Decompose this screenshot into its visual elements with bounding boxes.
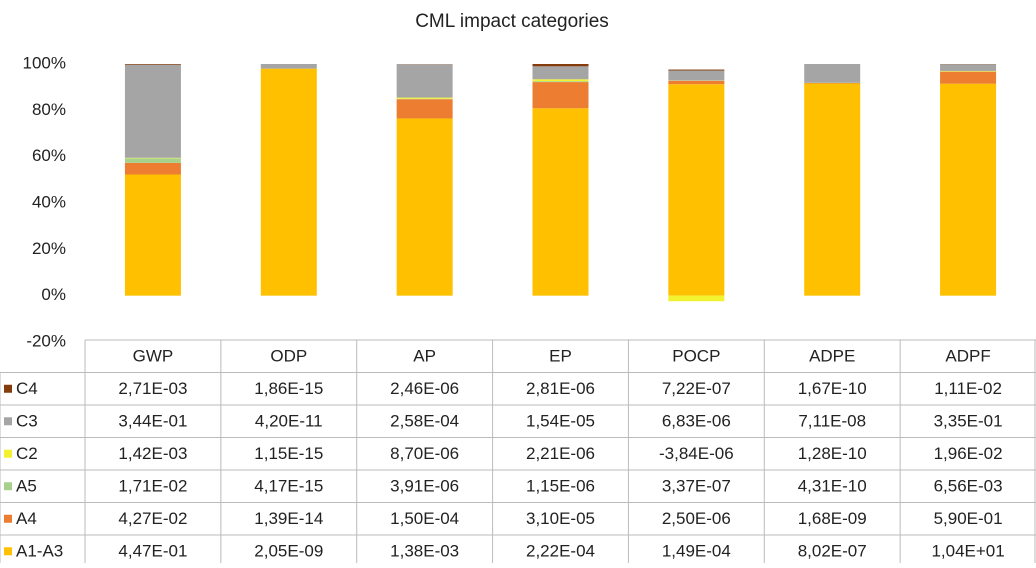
table-cell: 4,20E-11	[255, 412, 323, 431]
table-cell: 2,46E-06	[390, 379, 459, 398]
bar-segment	[261, 69, 317, 296]
y-tick-label: 40%	[32, 192, 66, 211]
x-tick-label: ADPF	[945, 347, 990, 366]
bar-segment	[804, 64, 860, 83]
bar-segment	[940, 64, 996, 71]
table-cell: 1,96E-02	[934, 444, 1003, 463]
table-cell: 3,35E-01	[934, 412, 1003, 431]
legend-label: A1-A3	[16, 542, 63, 561]
bar-segment	[125, 175, 181, 296]
bar-segment	[668, 81, 724, 84]
table-cell: 1,28E-10	[798, 444, 867, 463]
bar-segment	[668, 70, 724, 80]
legend-swatch	[4, 385, 12, 393]
table-cell: 2,21E-06	[526, 444, 595, 463]
table-cell: 4,47E-01	[118, 542, 187, 561]
bar-segment	[125, 65, 181, 158]
table-cell: 1,15E-06	[526, 477, 595, 496]
table-cell: 1,71E-02	[118, 477, 187, 496]
y-tick-label: 100%	[23, 53, 66, 72]
table-cell: 5,90E-01	[934, 509, 1003, 528]
table-cell: 7,22E-07	[662, 379, 731, 398]
table-cell: 1,49E-04	[662, 542, 731, 561]
legend-swatch	[4, 547, 12, 555]
x-tick-label: GWP	[133, 347, 174, 366]
table-cell: 1,50E-04	[390, 509, 459, 528]
bar-segment	[533, 66, 589, 79]
table-cell: 8,02E-07	[798, 542, 867, 561]
y-tick-label: -20%	[26, 331, 66, 350]
legend-swatch	[4, 482, 12, 490]
table-cell: 2,05E-09	[254, 542, 323, 561]
bar-segment	[125, 64, 181, 65]
bar-segment	[804, 83, 860, 295]
legend-swatch	[4, 515, 12, 523]
bar-segment	[940, 84, 996, 296]
table-cell: 1,39E-14	[254, 509, 323, 528]
table-cell: 1,38E-03	[390, 542, 459, 561]
bar-segment	[668, 296, 724, 302]
x-tick-label: AP	[413, 347, 436, 366]
table-cell: 2,71E-03	[118, 379, 187, 398]
table-cell: 3,44E-01	[118, 412, 187, 431]
table-cell: 1,42E-03	[118, 444, 187, 463]
bar-segment	[668, 70, 724, 71]
chart-title: CML impact categories	[415, 11, 609, 32]
table-cell: 7,11E-08	[798, 412, 866, 431]
bar-segment	[533, 79, 589, 81]
table-cell: 1,54E-05	[526, 412, 595, 431]
bar-segment	[125, 158, 181, 163]
bar-segment	[397, 64, 453, 97]
bar-segment	[533, 81, 589, 82]
y-tick-label: 80%	[32, 100, 66, 119]
table-cell: 1,86E-15	[254, 379, 323, 398]
table-cell: 1,67E-10	[798, 379, 867, 398]
table-cell: 4,17E-15	[254, 477, 323, 496]
bar-segment	[533, 64, 589, 66]
table-cell: 2,22E-04	[526, 542, 595, 561]
bar-segment	[668, 84, 724, 296]
bar-segment	[397, 98, 453, 99]
table-cell: 1,15E-15	[254, 444, 323, 463]
table-cell: 4,27E-02	[118, 509, 187, 528]
table-cell: 3,10E-05	[526, 509, 595, 528]
table-cell: 1,04E+01	[931, 542, 1004, 561]
bar-segment	[397, 118, 453, 295]
table-cell: 6,56E-03	[934, 477, 1003, 496]
legend-label: A5	[16, 477, 37, 496]
legend-label: C3	[16, 412, 38, 431]
y-tick-label: 0%	[41, 285, 66, 304]
x-tick-label: ODP	[270, 347, 307, 366]
table-cell: 3,91E-06	[390, 477, 459, 496]
legend-label: A4	[16, 509, 37, 528]
x-tick-label: ADPE	[809, 347, 855, 366]
table-cell: 2,81E-06	[526, 379, 595, 398]
table-cell: 8,70E-06	[390, 444, 459, 463]
legend-label: C4	[16, 379, 38, 398]
table-cell: 2,50E-06	[662, 509, 731, 528]
table-cell: 1,68E-09	[798, 509, 867, 528]
bar-segment	[261, 64, 317, 69]
legend-swatch	[4, 417, 12, 425]
bar-segment	[125, 163, 181, 175]
y-tick-label: 60%	[32, 146, 66, 165]
x-tick-label: POCP	[672, 347, 720, 366]
bar-segment	[533, 82, 589, 108]
table-cell: -3,84E-06	[659, 444, 734, 463]
y-tick-label: 20%	[32, 239, 66, 258]
bar-segment	[533, 108, 589, 295]
table-cell: 6,83E-06	[662, 412, 731, 431]
bar-segment	[397, 99, 453, 118]
legend-label: C2	[16, 444, 38, 463]
table-cell: 1,11E-02	[934, 379, 1002, 398]
x-tick-label: EP	[549, 347, 572, 366]
legend-swatch	[4, 450, 12, 458]
table-cell: 2,58E-04	[390, 412, 459, 431]
bar-segment	[940, 72, 996, 84]
table-cell: 3,37E-07	[662, 477, 731, 496]
table-cell: 4,31E-10	[798, 477, 867, 496]
